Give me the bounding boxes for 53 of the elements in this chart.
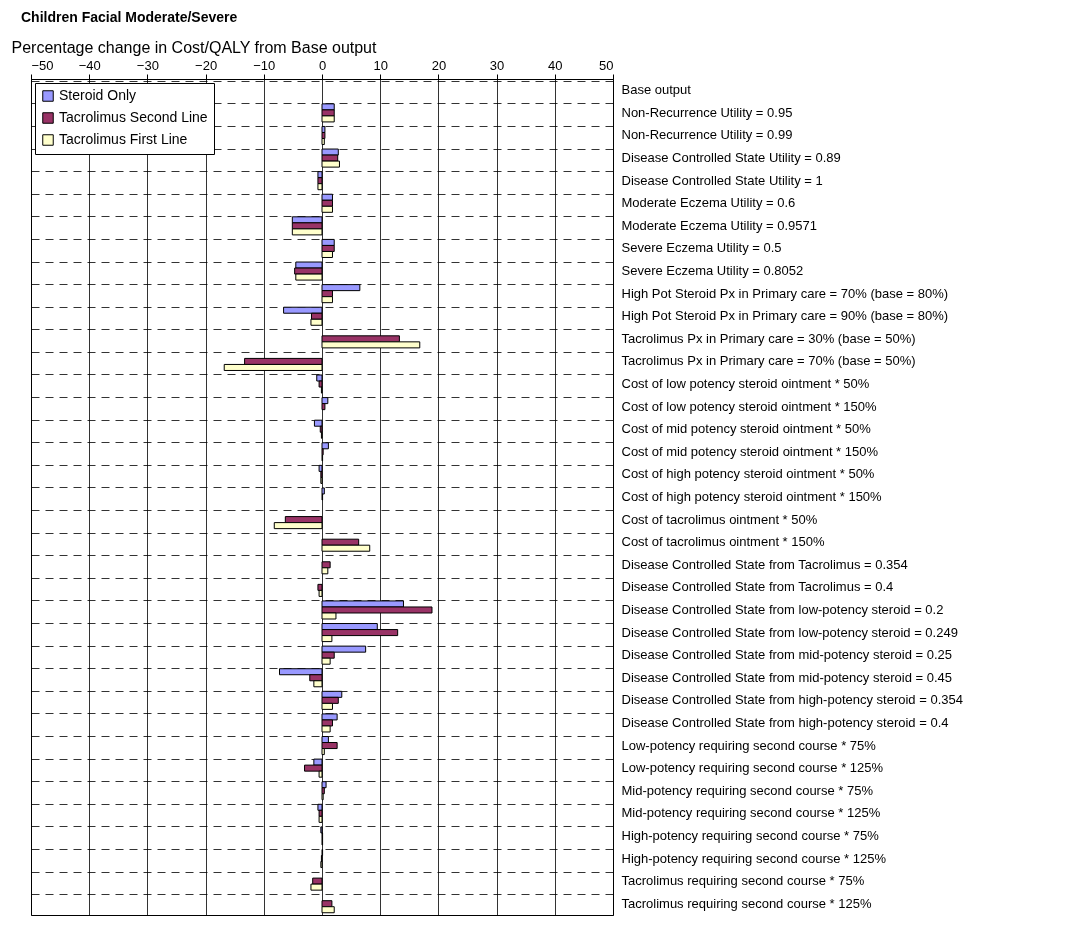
y-tick-label: Disease Controlled State from Tacrolimus = 0.354: [621, 556, 908, 572]
y-tick-label: Cost of mid potency steroid ointment * 150%: [621, 443, 879, 459]
x-tick-label: −20: [195, 57, 218, 73]
y-tick-label: Tacrolimus Px in Primary care = 30% (base = 50%): [621, 330, 916, 346]
y-tick-label: Low-potency requiring second course * 125%: [621, 760, 884, 776]
y-tick-label: Disease Controlled State from high-potency steroid = 0.4: [621, 714, 949, 730]
y-tick-label: Disease Controlled State from mid-potency steroid = 0.25: [621, 647, 953, 663]
y-tick-label: Cost of mid potency steroid ointment * 50%: [621, 421, 872, 437]
x-tick-label: −10: [253, 57, 276, 73]
x-axis-title: Percentage change in Cost/QALY from Base output: [11, 38, 378, 56]
y-tick-label: Disease Controlled State Utility = 1: [621, 172, 823, 188]
chart-title: Children Facial Moderate/Severe: [21, 9, 238, 25]
x-tick-label: −30: [136, 57, 159, 73]
y-tick-label: Cost of high potency steroid ointment * 50%: [621, 466, 875, 482]
legend-label: Tacrolimus Second Line: [59, 109, 208, 125]
y-tick-label: Disease Controlled State from low-potency steroid = 0.2: [621, 601, 944, 617]
x-tick-label: 40: [548, 57, 563, 73]
y-tick-label: Disease Controlled State from low-potency steroid = 0.249: [621, 624, 958, 640]
y-tick-label: Non-Recurrence Utility = 0.99: [621, 127, 793, 143]
y-tick-label: Disease Controlled State Utility = 0.89: [621, 150, 841, 166]
y-tick-label: Severe Eczema Utility = 0.5: [621, 240, 782, 256]
y-tick-label: Cost of tacrolimus ointment * 50%: [621, 511, 818, 527]
y-tick-label: Moderate Eczema Utility = 0.9571: [621, 217, 817, 233]
y-tick-label: Severe Eczema Utility = 0.8052: [621, 263, 804, 279]
x-tick-label: 50: [599, 57, 614, 73]
y-tick-label: High-potency requiring second course * 75%: [621, 827, 880, 843]
y-tick-label: Disease Controlled State from Tacrolimus = 0.4: [621, 579, 894, 595]
y-tick-label: Mid-potency requiring second course * 75%: [621, 782, 874, 798]
y-tick-label: Cost of high potency steroid ointment * 150%: [621, 489, 883, 504]
y-tick-label: High Pot Steroid Px in Primary care = 70% (base = 80%): [621, 285, 949, 301]
x-tick-label: 30: [489, 57, 505, 73]
y-tick-label: Tacrolimus Px in Primary care = 70% (base = 50%): [621, 353, 916, 369]
x-tick-label: −40: [78, 57, 101, 73]
y-tick-label: High Pot Steroid Px in Primary care = 90% (base = 80%): [621, 308, 949, 324]
x-tick-label: 20: [431, 57, 447, 73]
y-tick-label: Mid-potency requiring second course * 125%: [621, 805, 881, 821]
y-tick-label: Non-Recurrence Utility = 0.95: [621, 104, 793, 120]
y-tick-label: Disease Controlled State from mid-potency steroid = 0.45: [621, 669, 953, 685]
y-tick-label: Low-potency requiring second course * 75%: [621, 737, 877, 753]
x-tick-label: −50: [31, 57, 54, 73]
y-tick-label: Moderate Eczema Utility = 0.6: [621, 195, 796, 211]
x-tick-label: 0: [318, 57, 327, 73]
y-tick-label: Cost of low potency steroid ointment * 150%: [621, 398, 878, 414]
y-tick-label: Cost of tacrolimus ointment * 150%: [621, 534, 825, 550]
y-tick-label: Tacrolimus requiring second course * 125%: [621, 895, 872, 911]
y-tick-label: Tacrolimus requiring second course * 75%: [621, 873, 865, 889]
y-tick-label: Cost of low potency steroid ointment * 50%: [621, 376, 870, 392]
legend-label: Steroid Only: [59, 87, 137, 103]
x-tick-label: 10: [373, 57, 388, 73]
legend-label: Tacrolimus First Line: [59, 131, 188, 147]
y-tick-label: Base output: [621, 82, 692, 98]
y-tick-label: Disease Controlled State from high-potency steroid = 0.354: [621, 692, 963, 708]
y-tick-label: High-potency requiring second course * 125%: [621, 850, 887, 866]
